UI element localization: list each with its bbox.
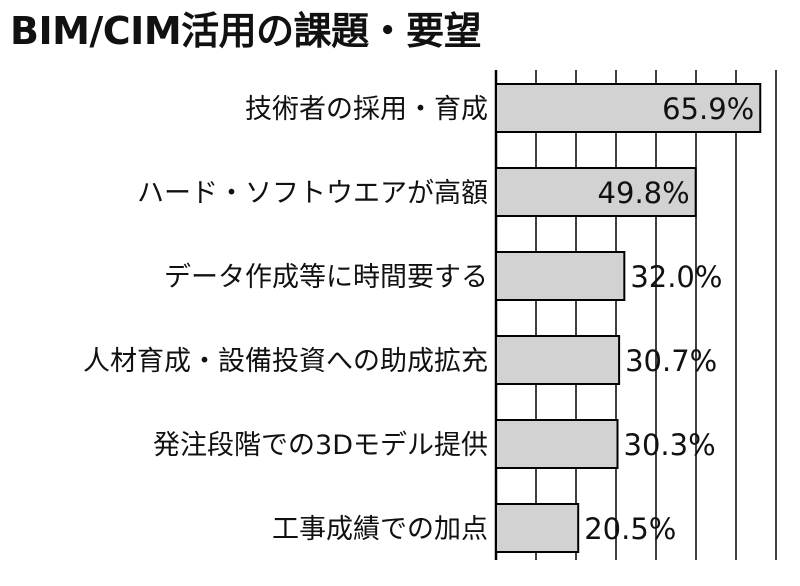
chart-title: BIM/CIM活用の課題・要望 <box>10 9 482 53</box>
bar <box>495 503 580 553</box>
category-label: ハード・ソフトウエアが高額 <box>137 178 488 209</box>
data-label: 65.9% <box>662 92 754 126</box>
bar <box>495 167 697 217</box>
data-label: 30.3% <box>624 428 716 462</box>
category-label: データ作成等に時間要する <box>164 262 488 293</box>
data-label: 32.0% <box>630 260 722 294</box>
category-label: 発注段階での3Dモデル提供 <box>153 430 488 461</box>
labels: 技術者の採用・育成 65.9% ハード・ソフトウエアが高額 49.8% データ作成等に時… <box>83 92 754 546</box>
category-label: 人材育成・設備投資への助成拡充 <box>83 346 488 377</box>
bar <box>495 251 626 301</box>
bar <box>495 335 621 385</box>
category-label: 工事成績での加点 <box>272 514 488 545</box>
gridlines <box>494 70 777 560</box>
bars <box>495 83 762 553</box>
category-label: 技術者の採用・育成 <box>245 94 488 125</box>
data-label: 20.5% <box>584 512 676 546</box>
data-label: 49.8% <box>598 176 690 210</box>
bar <box>495 419 619 469</box>
bar <box>495 83 762 133</box>
data-label: 30.7% <box>625 344 717 378</box>
